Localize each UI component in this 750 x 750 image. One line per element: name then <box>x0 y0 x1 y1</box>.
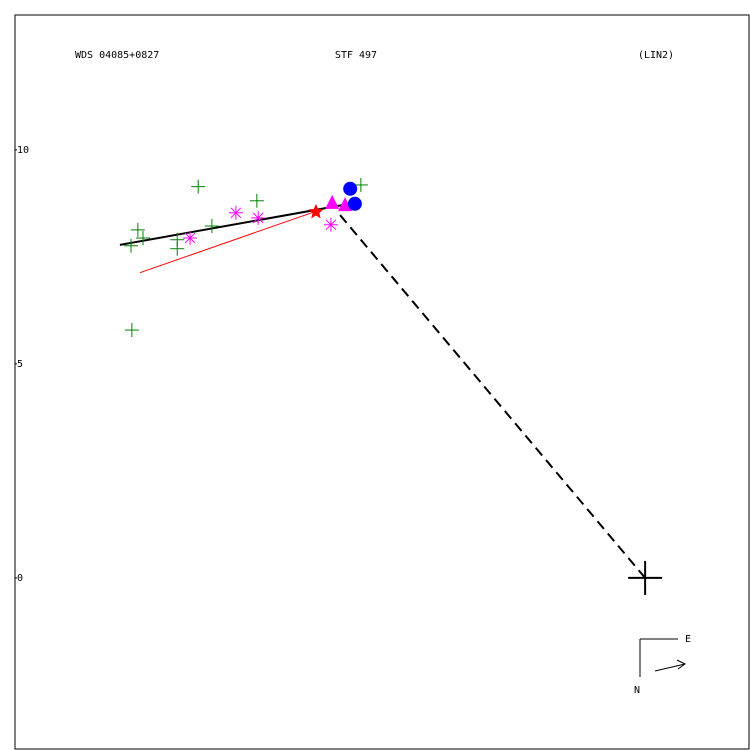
y-tick-label: 10 <box>17 145 29 156</box>
bigplus-point <box>628 560 663 595</box>
asterisk-point <box>251 210 266 225</box>
triangle <box>338 197 353 212</box>
star <box>308 203 324 219</box>
asterisk-arm <box>325 219 337 231</box>
plus-point <box>191 179 206 194</box>
asterisk-point <box>323 217 338 232</box>
asterisk-arm <box>230 207 242 219</box>
triangle-point <box>325 194 340 209</box>
plot-frame <box>14 14 750 750</box>
line-1 <box>139 209 321 274</box>
triangle-point <box>338 197 353 212</box>
plus-point <box>130 222 145 237</box>
plus-point <box>124 238 139 253</box>
asterisk-arm <box>252 212 264 224</box>
plus-point <box>249 193 264 208</box>
plus-point <box>353 177 368 192</box>
compass <box>639 638 686 677</box>
compass-arrow-head <box>676 659 686 670</box>
plus-point <box>135 231 150 246</box>
chart-title: STF 497 <box>335 50 377 61</box>
compass-e: E <box>685 634 691 645</box>
circle <box>343 181 358 196</box>
asterisk-point <box>183 231 198 246</box>
y-tick-label: 5 <box>17 359 23 370</box>
circle-point <box>343 181 358 196</box>
plus-point <box>124 323 139 338</box>
asterisk-point <box>228 205 243 220</box>
plus-point <box>204 219 219 234</box>
circle <box>347 196 362 211</box>
triangle <box>325 194 340 209</box>
ref-label: (LIN2) <box>638 50 674 61</box>
compass-arrow <box>654 663 686 672</box>
asterisk-arm <box>184 232 196 244</box>
line-2 <box>337 212 646 579</box>
circle-point <box>347 196 362 211</box>
star-point <box>308 203 324 219</box>
wds-label: WDS 04085+0827 <box>75 50 159 61</box>
plus-point <box>170 232 185 247</box>
compass-n: N <box>634 685 640 696</box>
y-tick-label: 0 <box>17 573 23 584</box>
